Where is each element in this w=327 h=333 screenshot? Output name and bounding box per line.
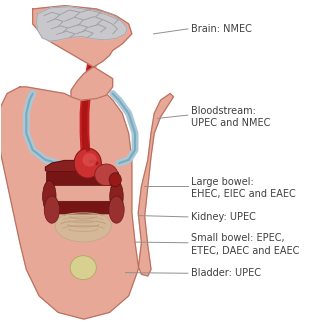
Ellipse shape — [70, 256, 96, 280]
Text: Bloodstream:
UPEC and NMEC: Bloodstream: UPEC and NMEC — [191, 106, 270, 128]
Polygon shape — [37, 7, 127, 41]
Polygon shape — [0, 84, 173, 319]
Ellipse shape — [74, 148, 101, 178]
Ellipse shape — [82, 153, 97, 166]
FancyBboxPatch shape — [49, 201, 116, 214]
Text: Bladder: UPEC: Bladder: UPEC — [191, 268, 261, 278]
FancyBboxPatch shape — [46, 171, 118, 185]
Polygon shape — [33, 6, 132, 100]
Text: Brain: NMEC: Brain: NMEC — [191, 24, 252, 34]
Ellipse shape — [109, 196, 124, 223]
Ellipse shape — [55, 210, 111, 242]
Ellipse shape — [43, 180, 56, 212]
Ellipse shape — [110, 180, 123, 212]
Text: Kidney: UPEC: Kidney: UPEC — [191, 212, 256, 222]
Text: Large bowel:
EHEC, EIEC and EAEC: Large bowel: EHEC, EIEC and EAEC — [191, 177, 296, 199]
Polygon shape — [45, 161, 106, 176]
Ellipse shape — [109, 173, 121, 187]
Text: Small bowel: EPEC,
ETEC, DAEC and EAEC: Small bowel: EPEC, ETEC, DAEC and EAEC — [191, 233, 300, 256]
Ellipse shape — [44, 196, 60, 223]
Ellipse shape — [95, 164, 118, 185]
